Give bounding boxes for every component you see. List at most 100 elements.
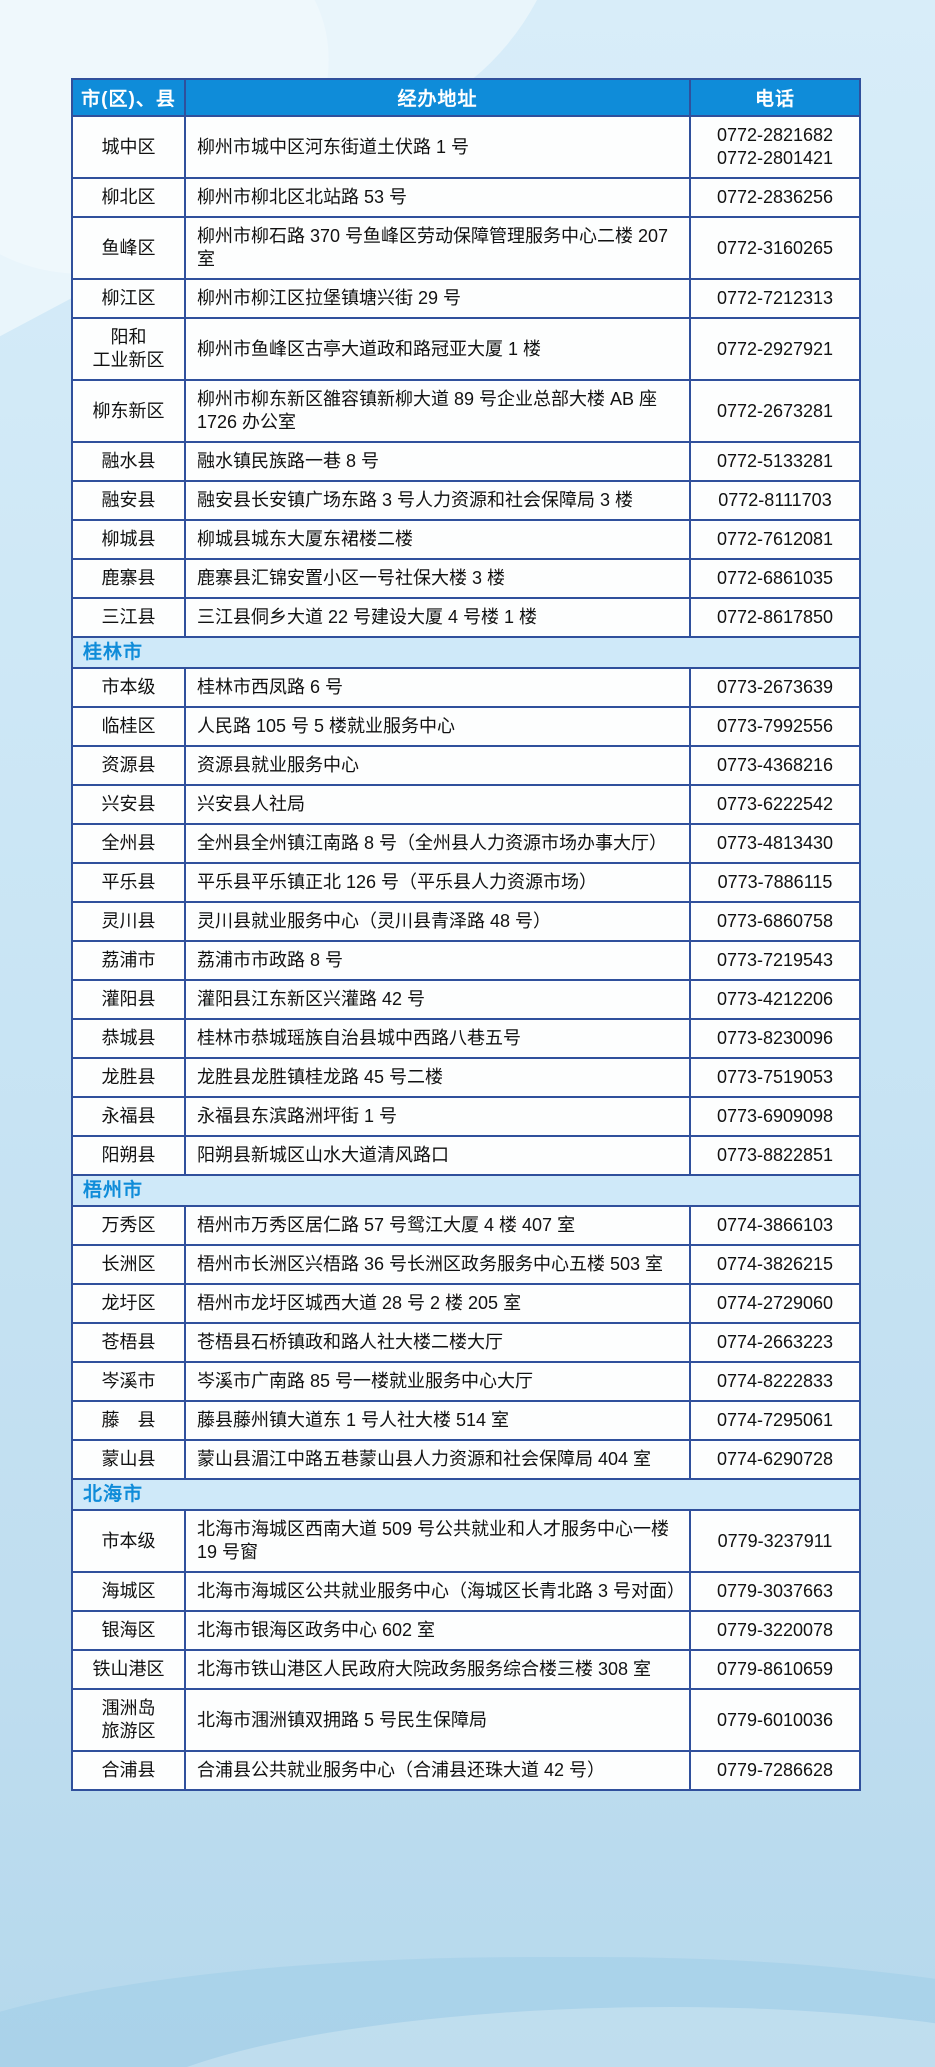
address-cell: 柳州市鱼峰区古亭大道政和路冠亚大厦 1 楼 [184, 317, 691, 381]
table-header-row: 市(区)、县 经办地址 电话 [71, 78, 861, 117]
column-header-address: 经办地址 [184, 78, 691, 117]
phone-cell: 0779-3037663 [689, 1571, 861, 1612]
county-cell: 三江县 [71, 597, 186, 638]
address-cell: 平乐县平乐镇正北 126 号（平乐县人力资源市场） [184, 862, 691, 903]
county-cell: 柳北区 [71, 177, 186, 218]
table-row: 恭城县 桂林市恭城瑶族自治县城中西路八巷五号 0773-8230096 [71, 1018, 861, 1059]
county-cell: 银海区 [71, 1610, 186, 1651]
address-cell: 全州县全州镇江南路 8 号（全州县人力资源市场办事大厅） [184, 823, 691, 864]
table-row: 市本级 桂林市西凤路 6 号 0773-2673639 [71, 667, 861, 708]
phone-cell: 0774-2729060 [689, 1283, 861, 1324]
county-cell: 岑溪市 [71, 1361, 186, 1402]
phone-cell: 0773-4813430 [689, 823, 861, 864]
county-cell: 蒙山县 [71, 1439, 186, 1480]
phone-cell: 0779-7286628 [689, 1750, 861, 1791]
phone-cell: 0773-8822851 [689, 1135, 861, 1176]
table-row: 市本级 北海市海城区西南大道 509 号公共就业和人才服务中心一楼 19 号窗 07… [71, 1509, 861, 1573]
table-row: 平乐县 平乐县平乐镇正北 126 号（平乐县人力资源市场） 0773-7886115 [71, 862, 861, 903]
phone-cell: 0772-5133281 [689, 441, 861, 482]
address-cell: 柳城县城东大厦东裙楼二楼 [184, 519, 691, 560]
phone-cell: 0772-6861035 [689, 558, 861, 599]
table-row: 柳东新区 柳州市柳东新区雒容镇新柳大道 89 号企业总部大楼 AB 座 1726 … [71, 379, 861, 443]
phone-cell: 0773-6860758 [689, 901, 861, 942]
table-row: 岑溪市 岑溪市广南路 85 号一楼就业服务中心大厅 0774-8222833 [71, 1361, 861, 1402]
table-row: 藤 县藤县藤州镇大道东 1 号人社大楼 514 室 0774-7295061 [71, 1400, 861, 1441]
address-cell: 桂林市恭城瑶族自治县城中西路八巷五号 [184, 1018, 691, 1059]
county-cell: 灵川县 [71, 901, 186, 942]
address-cell: 灌阳县江东新区兴灌路 42 号 [184, 979, 691, 1020]
table-row: 苍梧县 苍梧县石桥镇政和路人社大楼二楼大厅 0774-2663223 [71, 1322, 861, 1363]
county-cell: 融安县 [71, 480, 186, 521]
address-cell: 蒙山县湄江中路五巷蒙山县人力资源和社会保障局 404 室 [184, 1439, 691, 1480]
county-cell: 柳江区 [71, 278, 186, 319]
table-row: 阳朔县 阳朔县新城区山水大道清风路口 0773-8822851 [71, 1135, 861, 1176]
address-cell: 梧州市万秀区居仁路 57 号鸳江大厦 4 楼 407 室 [184, 1205, 691, 1246]
address-cell: 北海市铁山港区人民政府大院政务服务综合楼三楼 308 室 [184, 1649, 691, 1690]
column-header-phone: 电话 [689, 78, 861, 117]
address-cell: 北海市海城区公共就业服务中心（海城区长青北路 3 号对面） [184, 1571, 691, 1612]
address-cell: 北海市银海区政务中心 602 室 [184, 1610, 691, 1651]
section-header-label: 梧州市 [71, 1174, 861, 1207]
address-cell: 北海市海城区西南大道 509 号公共就业和人才服务中心一楼 19 号窗 [184, 1509, 691, 1573]
county-cell: 恭城县 [71, 1018, 186, 1059]
section-header-row: 北海市 [71, 1478, 861, 1511]
county-cell: 龙胜县 [71, 1057, 186, 1098]
table-row: 兴安县 兴安县人社局 0773-6222542 [71, 784, 861, 825]
county-cell: 荔浦市 [71, 940, 186, 981]
county-cell: 城中区 [71, 115, 186, 179]
address-cell: 柳州市柳北区北站路 53 号 [184, 177, 691, 218]
county-cell: 涠洲岛 旅游区 [71, 1688, 186, 1752]
phone-cell: 0773-7519053 [689, 1057, 861, 1098]
phone-cell: 0774-6290728 [689, 1439, 861, 1480]
address-cell: 荔浦市市政路 8 号 [184, 940, 691, 981]
table-row: 资源县 资源县就业服务中心 0773-4368216 [71, 745, 861, 786]
contact-offices-table: 市(区)、县 经办地址 电话 城中区 柳州市城中区河东街道土伏路 1 号 0772-… [71, 78, 861, 1791]
county-cell: 融水县 [71, 441, 186, 482]
phone-cell: 0772-2821682 0772-2801421 [689, 115, 861, 179]
section-header-row: 梧州市 [71, 1174, 861, 1207]
county-cell: 铁山港区 [71, 1649, 186, 1690]
table-row: 蒙山县 蒙山县湄江中路五巷蒙山县人力资源和社会保障局 404 室 0774-6290… [71, 1439, 861, 1480]
phone-cell: 0773-4212206 [689, 979, 861, 1020]
county-cell: 资源县 [71, 745, 186, 786]
county-cell: 平乐县 [71, 862, 186, 903]
table-row: 龙圩区 梧州市龙圩区城西大道 28 号 2 楼 205 室 0774-2729060 [71, 1283, 861, 1324]
county-cell: 兴安县 [71, 784, 186, 825]
address-cell: 柳州市城中区河东街道土伏路 1 号 [184, 115, 691, 179]
phone-cell: 0774-3826215 [689, 1244, 861, 1285]
phone-cell: 0774-3866103 [689, 1205, 861, 1246]
phone-cell: 0772-2836256 [689, 177, 861, 218]
table-row: 三江县 三江县侗乡大道 22 号建设大厦 4 号楼 1 楼 0772-8617850 [71, 597, 861, 638]
phone-cell: 0772-7612081 [689, 519, 861, 560]
table-row: 城中区 柳州市城中区河东街道土伏路 1 号 0772-2821682 0772-28… [71, 115, 861, 179]
county-cell: 全州县 [71, 823, 186, 864]
table-row: 灌阳县 灌阳县江东新区兴灌路 42 号 0773-4212206 [71, 979, 861, 1020]
table-row: 灵川县 灵川县就业服务中心（灵川县青泽路 48 号） 0773-6860758 [71, 901, 861, 942]
county-cell: 海城区 [71, 1571, 186, 1612]
county-cell: 柳东新区 [71, 379, 186, 443]
phone-cell: 0779-3220078 [689, 1610, 861, 1651]
county-cell: 长洲区 [71, 1244, 186, 1285]
county-cell: 阳朔县 [71, 1135, 186, 1176]
county-cell: 苍梧县 [71, 1322, 186, 1363]
section-header-label: 北海市 [71, 1478, 861, 1511]
county-cell: 永福县 [71, 1096, 186, 1137]
table-row: 万秀区 梧州市万秀区居仁路 57 号鸳江大厦 4 楼 407 室 0774-3866… [71, 1205, 861, 1246]
county-cell: 阳和 工业新区 [71, 317, 186, 381]
county-cell: 临桂区 [71, 706, 186, 747]
county-cell: 灌阳县 [71, 979, 186, 1020]
county-cell: 万秀区 [71, 1205, 186, 1246]
table-row: 柳江区 柳州市柳江区拉堡镇塘兴街 29 号 0772-7212313 [71, 278, 861, 319]
table-row: 永福县 永福县东滨路洲坪街 1 号 0773-6909098 [71, 1096, 861, 1137]
address-cell: 灵川县就业服务中心（灵川县青泽路 48 号） [184, 901, 691, 942]
phone-cell: 0772-8617850 [689, 597, 861, 638]
address-cell: 阳朔县新城区山水大道清风路口 [184, 1135, 691, 1176]
phone-cell: 0773-6909098 [689, 1096, 861, 1137]
address-cell: 人民路 105 号 5 楼就业服务中心 [184, 706, 691, 747]
county-cell: 市本级 [71, 1509, 186, 1573]
table-row: 合浦县 合浦县公共就业服务中心（合浦县还珠大道 42 号） 0779-7286628 [71, 1750, 861, 1791]
address-cell: 梧州市龙圩区城西大道 28 号 2 楼 205 室 [184, 1283, 691, 1324]
section-header-label: 桂林市 [71, 636, 861, 669]
address-cell: 桂林市西凤路 6 号 [184, 667, 691, 708]
phone-cell: 0772-3160265 [689, 216, 861, 280]
